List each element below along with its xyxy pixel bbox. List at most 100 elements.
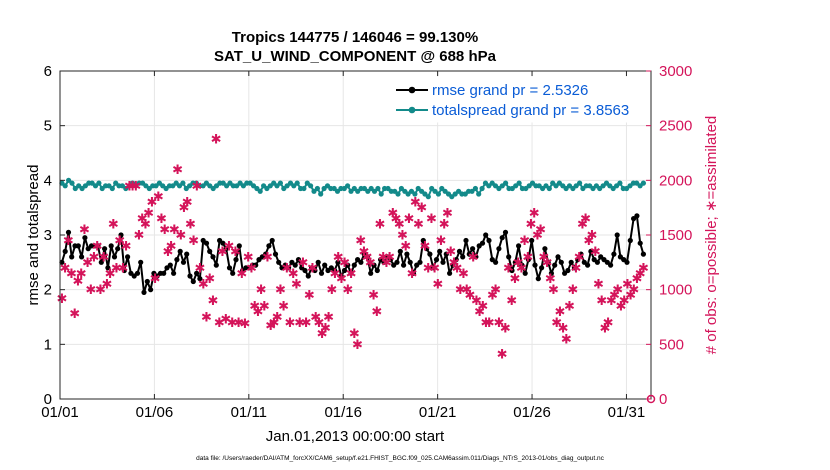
obs-point: ✱ (583, 233, 594, 248)
rmse-point (269, 237, 275, 244)
rmse-point (460, 254, 466, 260)
obs-point: ✱ (381, 255, 392, 270)
obs-point: ✱ (60, 260, 71, 275)
rmse-point (203, 240, 210, 246)
obs-point: ✱ (143, 206, 154, 221)
rmse-point (121, 267, 127, 274)
x-tick-label: 01/16 (324, 404, 362, 421)
y-left-tick-label: 2 (44, 282, 52, 299)
obs-point: ✱ (307, 260, 318, 275)
rmse-point (483, 232, 489, 238)
obs-point: ✱ (297, 255, 308, 270)
obs-point: ✱ (458, 266, 469, 281)
obs-point: ✱ (185, 217, 196, 232)
obs-point: ✱ (69, 306, 80, 321)
rmse-point (440, 259, 446, 265)
obs-point: ✱ (538, 249, 549, 264)
y-axis-right: 0 500 1000 1500 2000 2500 3000 (646, 63, 692, 408)
rmse-point (368, 270, 374, 276)
obs-point: ✱ (294, 315, 305, 330)
rmse-point (335, 259, 341, 265)
rmse-point (236, 243, 242, 249)
x-tick-label: 01/11 (231, 404, 267, 421)
obs-point: ✱ (474, 304, 485, 319)
y-right-tick-label: 0 (659, 391, 667, 408)
rmse-point (115, 246, 121, 252)
obs-point: ✱ (426, 211, 437, 226)
rmse-point (545, 259, 551, 265)
spread-point (476, 191, 482, 197)
rmse-point (102, 246, 108, 252)
rmse-point (95, 243, 101, 249)
legend: rmse grand pr = 2.5326 totalspread grand… (391, 76, 647, 123)
obs-point: ✱ (362, 249, 373, 264)
obs-point: ✱ (330, 266, 341, 281)
obs-point: ✱ (580, 211, 591, 226)
series-layer: ✱✱✱✱✱✱✱✱✱✱✱✱✱✱✱✱✱✱✱✱✱✱✱✱✱✱✱✱✱✱✱✱✱✱✱✱✱✱✱✱… (56, 131, 648, 361)
obs-point: ✱ (85, 282, 96, 297)
rmse-point (519, 262, 525, 268)
rmse-point (565, 267, 571, 274)
obs-point: ✱ (124, 178, 135, 193)
rmse-point (394, 259, 400, 265)
spread-point (308, 183, 314, 189)
spread-point (318, 191, 324, 197)
rmse-point (608, 262, 614, 268)
spread-point (345, 183, 351, 189)
obs-point: ✱ (616, 299, 627, 314)
obs-point: ✱ (529, 206, 540, 221)
obs-point: ✱ (256, 282, 267, 297)
rmse-point (456, 248, 463, 254)
obs-point: ✱ (268, 315, 279, 330)
rmse-point (213, 262, 219, 268)
obs-point: ✱ (285, 315, 296, 330)
obs-point: ✱ (349, 326, 360, 341)
obs-point: ✱ (609, 288, 620, 303)
rmse-point (522, 270, 528, 276)
rmse-point (404, 251, 410, 257)
rmse-point (585, 262, 591, 268)
obs-point: ✱ (481, 315, 492, 330)
obs-point: ✱ (66, 266, 77, 281)
obs-point: ✱ (352, 337, 363, 352)
spread-point (617, 180, 623, 186)
obs-point: ✱ (416, 200, 427, 215)
rmse-point (525, 257, 532, 263)
obs-point: ✱ (252, 304, 263, 319)
obs-point: ✱ (281, 260, 292, 275)
obs-point: ✱ (137, 211, 148, 226)
rmse-point (190, 278, 196, 285)
obs-point: ✱ (558, 320, 569, 335)
spread-point (435, 191, 441, 197)
obs-point: ✱ (567, 282, 578, 297)
rmse-point (624, 259, 630, 265)
rmse-point (450, 262, 456, 268)
rmse-point (184, 251, 190, 257)
rmse-point (253, 262, 259, 268)
chart-title: Tropics 144775 / 146046 = 99.130% (232, 29, 478, 46)
rmse-point (371, 262, 377, 268)
rmse-point (453, 257, 459, 263)
obs-point: ✱ (635, 266, 646, 281)
obs-point: ✱ (259, 299, 270, 314)
spread-point (412, 191, 418, 197)
rmse-point (315, 259, 321, 265)
rmse-point (496, 246, 502, 252)
rmse-point (75, 243, 81, 249)
rmse-point (358, 259, 364, 265)
obs-point: ✱ (346, 266, 357, 281)
x-tick-label: 01/06 (136, 404, 174, 421)
rmse-point (272, 251, 279, 257)
obs-point: ✱ (587, 228, 598, 243)
obs-point: ✱ (632, 271, 643, 286)
obs-point: ✱ (487, 288, 498, 303)
obs-point: ✱ (130, 178, 141, 193)
obs-point: ✱ (333, 249, 344, 264)
obs-point: ✱ (76, 266, 87, 281)
obs-point: ✱ (56, 291, 67, 306)
rmse-point (210, 254, 216, 260)
legend-rmse-marker (408, 86, 416, 94)
rmse-point (187, 273, 193, 279)
obs-point: ✱ (111, 260, 122, 275)
legend-spread-label: totalspread grand pr = 3.8563 (432, 102, 629, 119)
